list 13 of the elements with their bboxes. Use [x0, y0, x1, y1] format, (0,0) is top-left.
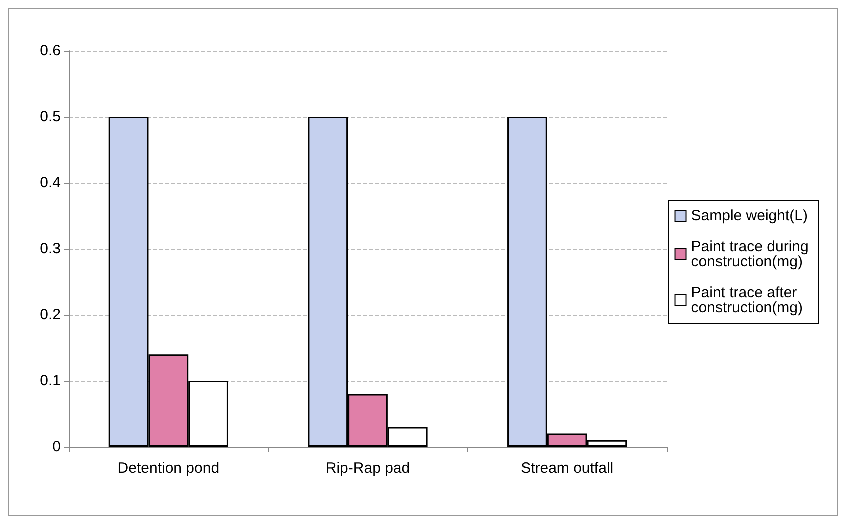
- x-tick-label: Detention pond: [118, 460, 220, 477]
- y-tick-label: 0: [52, 438, 61, 456]
- y-tick-label: 0.1: [40, 372, 61, 390]
- legend-label: Sample weight(L): [691, 208, 808, 224]
- y-tick-label: 0.3: [40, 240, 61, 258]
- x-tick-label: Rip-Rap pad: [326, 460, 410, 477]
- y-tick-label: 0.4: [40, 174, 61, 192]
- y-tick-label: 0.5: [40, 108, 61, 126]
- x-tick-label: Stream outfall: [521, 460, 614, 477]
- y-tick-label: 0.6: [40, 42, 61, 60]
- y-tick-label: 0.2: [40, 306, 61, 324]
- legend-label: Paint trace after construction(mg): [691, 284, 803, 316]
- legend-label: Paint trace during construction(mg): [691, 238, 814, 270]
